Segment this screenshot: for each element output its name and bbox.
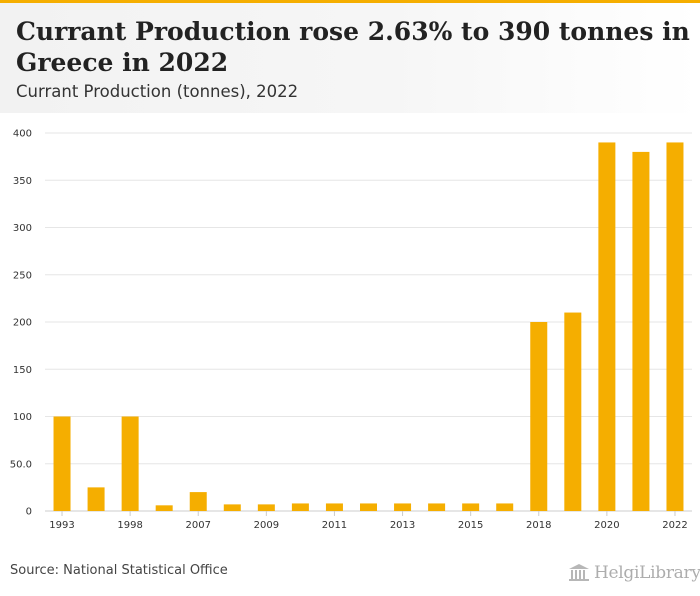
- bar: [462, 503, 480, 511]
- x-tick-label: 2015: [458, 520, 483, 531]
- bar: [598, 142, 616, 511]
- y-tick-label: 400: [13, 129, 32, 140]
- x-tick-label: 2018: [526, 520, 551, 531]
- library-building-icon: [569, 564, 589, 581]
- bar: [325, 503, 343, 511]
- bar: [428, 503, 446, 511]
- y-tick-label: 150: [13, 365, 32, 376]
- bar-chart: 0 50.0 100 150 200 250 300 350 400 1993 1998 2007 20…: [10, 129, 692, 531]
- helgi-library-logo: HelgiLibrary: [568, 560, 700, 586]
- logo-text: HelgiLibrary: [594, 563, 700, 583]
- bar: [87, 487, 105, 511]
- bar: [155, 505, 173, 511]
- bar: [223, 504, 241, 511]
- bar: [121, 416, 139, 511]
- x-tick-label: 2013: [390, 520, 415, 531]
- bar: [257, 504, 275, 511]
- bar: [564, 312, 582, 511]
- y-tick-label: 350: [13, 176, 32, 187]
- y-tick-label: 0: [26, 507, 32, 518]
- bar: [632, 151, 650, 511]
- y-tick-label: 200: [13, 318, 32, 329]
- x-tick-label: 2020: [594, 520, 619, 531]
- x-tick-label: 2007: [186, 520, 211, 531]
- y-tick-label: 250: [13, 270, 32, 281]
- chart-subtitle: Currant Production (tonnes), 2022: [16, 82, 299, 101]
- bar: [666, 142, 684, 511]
- page-title: Currant Production rose 2.63% to 390 ton…: [16, 17, 690, 77]
- x-tick-label: 2011: [322, 520, 347, 531]
- bar: [360, 503, 377, 511]
- x-tick-label: 1998: [117, 520, 142, 531]
- x-tick-label: 2022: [662, 520, 687, 531]
- x-tick-label: 2009: [254, 520, 279, 531]
- accent-bar: [0, 0, 700, 3]
- source-note: Source: National Statistical Office: [10, 563, 228, 578]
- bar: [530, 322, 548, 511]
- bar: [496, 503, 514, 511]
- y-tick-label: 100: [13, 412, 32, 423]
- bar: [53, 416, 71, 511]
- header: Currant Production rose 2.63% to 390 ton…: [0, 3, 700, 113]
- bar: [394, 503, 412, 511]
- bar: [189, 492, 207, 511]
- y-tick-label: 50.0: [10, 459, 32, 470]
- x-tick-label: 1993: [49, 520, 74, 531]
- y-tick-label: 300: [13, 223, 32, 234]
- bar: [291, 503, 309, 511]
